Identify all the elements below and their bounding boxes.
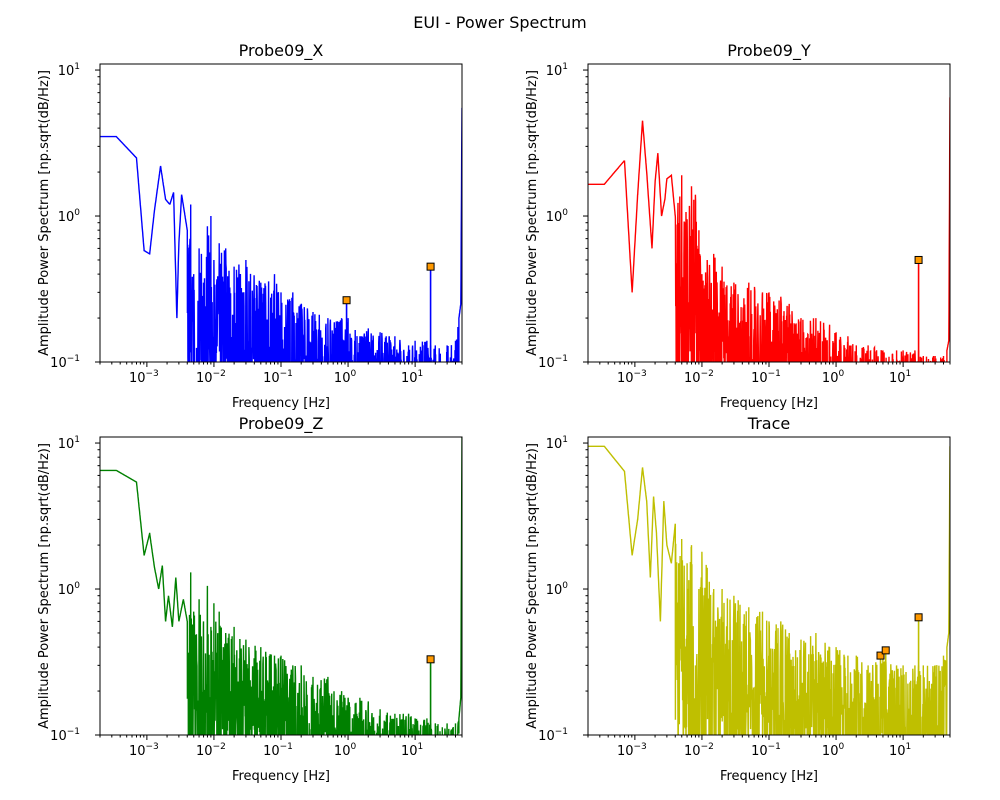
spectrum-line xyxy=(588,445,950,735)
spectrum-line xyxy=(100,437,462,735)
x-tick-label: 10−1 xyxy=(751,369,781,386)
peak-marker xyxy=(426,262,435,271)
y-tick-label: 101 xyxy=(546,62,568,79)
y-tick-label: 100 xyxy=(546,208,569,225)
x-tick-label: 101 xyxy=(889,369,911,386)
y-tick-label: 101 xyxy=(58,435,80,452)
y-tick-label: 10−1 xyxy=(50,727,80,744)
y-tick-label: 101 xyxy=(546,435,568,452)
y-axis-label: Amplitude Power Spectrum [np.sqrt(dB/Hz)… xyxy=(37,443,52,729)
x-tick-label: 100 xyxy=(334,369,357,386)
peak-marker xyxy=(914,613,923,622)
peak-marker xyxy=(342,296,351,305)
subplot-2: 10−3 10−2 10−1 100 101 10−1 100 101 Probe09_Z Fre… xyxy=(37,414,463,784)
x-axis-label: Frequency [Hz] xyxy=(720,396,818,411)
y-axis-label: Amplitude Power Spectrum [np.sqrt(dB/Hz)… xyxy=(525,443,540,729)
peak-marker xyxy=(881,646,890,655)
x-tick-label: 10−3 xyxy=(617,369,647,386)
x-tick-label: 10−1 xyxy=(263,369,293,386)
y-tick-label: 100 xyxy=(58,581,81,598)
x-tick-label: 10−1 xyxy=(751,742,781,759)
peak-marker xyxy=(914,255,923,264)
y-axis-label: Amplitude Power Spectrum [np.sqrt(dB/Hz)… xyxy=(525,70,540,356)
x-axis-label: Frequency [Hz] xyxy=(232,769,330,784)
x-tick-label: 100 xyxy=(822,369,845,386)
y-tick-label: 10−1 xyxy=(50,354,80,371)
peak-marker xyxy=(876,651,885,660)
x-tick-label: 101 xyxy=(889,742,911,759)
x-tick-label: 10−2 xyxy=(684,742,714,759)
peak-marker xyxy=(426,655,435,664)
x-tick-label: 101 xyxy=(401,742,423,759)
x-tick-label: 10−1 xyxy=(263,742,293,759)
y-tick-label: 100 xyxy=(58,208,81,225)
subplot-title: Trace xyxy=(747,414,790,433)
spectrum-line xyxy=(100,107,462,362)
x-tick-label: 100 xyxy=(822,742,845,759)
subplot-title: Probe09_Y xyxy=(727,41,811,61)
subplot-0: 10−3 10−2 10−1 100 101 10−1 100 101 Probe09_X Fre… xyxy=(37,41,463,411)
y-tick-label: 101 xyxy=(58,62,80,79)
y-tick-label: 100 xyxy=(546,581,569,598)
y-axis-label: Amplitude Power Spectrum [np.sqrt(dB/Hz)… xyxy=(37,70,52,356)
y-tick-label: 10−1 xyxy=(538,354,568,371)
x-tick-label: 10−3 xyxy=(617,742,647,759)
x-tick-label: 10−2 xyxy=(196,369,226,386)
x-tick-label: 10−2 xyxy=(196,742,226,759)
x-axis-label: Frequency [Hz] xyxy=(720,769,818,784)
x-tick-label: 100 xyxy=(334,742,357,759)
x-axis-label: Frequency [Hz] xyxy=(232,396,330,411)
subplot-title: Probe09_Z xyxy=(239,414,324,434)
y-tick-label: 10−1 xyxy=(538,727,568,744)
x-tick-label: 10−3 xyxy=(129,369,159,386)
x-tick-label: 101 xyxy=(401,369,423,386)
subplot-3: 10−3 10−2 10−1 100 101 10−1 100 101 Trace Frequen… xyxy=(525,414,951,784)
figure-title: EUI - Power Spectrum xyxy=(413,13,586,32)
subplot-1: 10−3 10−2 10−1 100 101 10−1 100 101 Probe09_Y Fre… xyxy=(525,41,951,411)
x-tick-label: 10−3 xyxy=(129,742,159,759)
subplot-title: Probe09_X xyxy=(239,41,324,61)
x-tick-label: 10−2 xyxy=(684,369,714,386)
spectrum-line xyxy=(588,97,950,362)
